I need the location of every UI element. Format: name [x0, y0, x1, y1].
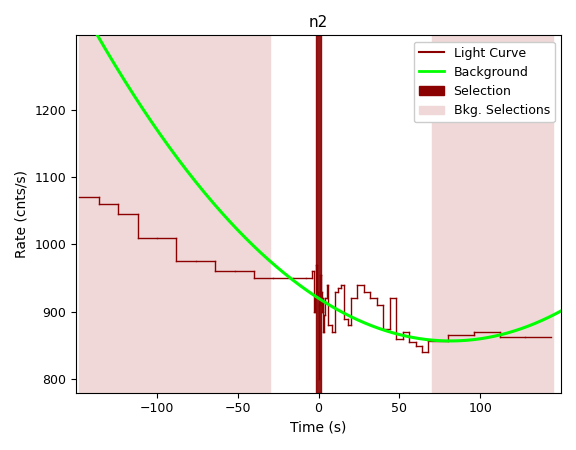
Legend: Light Curve, Background, Selection, Bkg. Selections: Light Curve, Background, Selection, Bkg.… — [414, 41, 555, 122]
Y-axis label: Rate (cnts/s): Rate (cnts/s) — [15, 170, 29, 258]
X-axis label: Time (s): Time (s) — [290, 421, 347, 435]
Bar — [431, 36, 553, 393]
Bar — [316, 36, 321, 393]
Title: n2: n2 — [309, 15, 328, 30]
Bar — [79, 36, 270, 393]
